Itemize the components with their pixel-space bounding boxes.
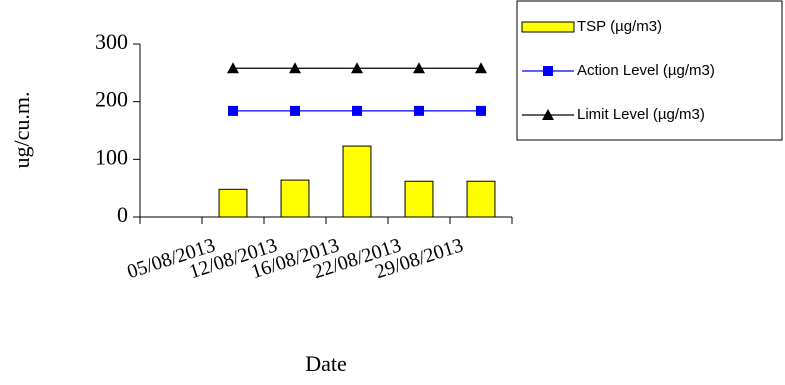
bar [404, 180, 434, 218]
y-tick-label: 200 [95, 87, 128, 112]
legend-marker [542, 109, 554, 120]
marker [475, 62, 487, 74]
y-axis-label: ug/cu.m. [9, 92, 34, 169]
legend-marker [543, 66, 553, 76]
marker [290, 105, 300, 116]
legend-label: Action Level (µg/m3) [577, 62, 715, 79]
x-axis-label: Date [305, 351, 347, 376]
marker [227, 62, 239, 74]
marker [352, 105, 362, 116]
marker [476, 105, 486, 116]
bar [280, 179, 310, 218]
legend-label: Limit Level (µg/m3) [577, 106, 705, 123]
bar [342, 145, 372, 218]
marker [228, 105, 238, 116]
marker [351, 62, 363, 74]
marker [413, 62, 425, 74]
legend-label: TSP (µg/m3) [577, 18, 662, 35]
marker [289, 62, 301, 74]
y-tick-label: 300 [95, 29, 128, 54]
bar [466, 180, 496, 218]
legend-swatch [521, 21, 575, 33]
bar [218, 188, 248, 218]
marker [414, 105, 424, 116]
y-tick-label: 0 [117, 202, 128, 227]
y-tick-label: 100 [95, 144, 128, 169]
